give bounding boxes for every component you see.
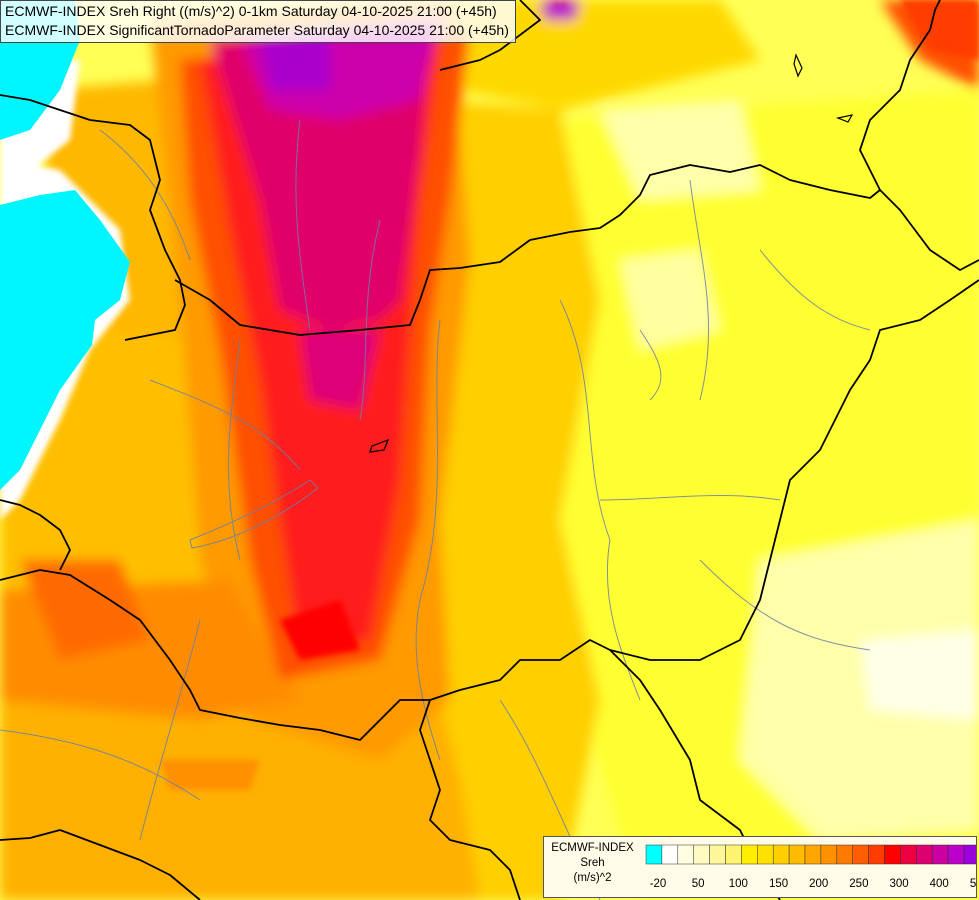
legend-tick-label: 100 <box>729 878 748 890</box>
legend-tick-label: 200 <box>809 878 828 890</box>
cyan-area-west <box>0 190 130 490</box>
legend-tick-label: 150 <box>769 878 788 890</box>
legend-colorbar: -2050100150200250300400500700 <box>645 844 976 890</box>
legend-swatch-3 <box>693 844 710 865</box>
legend-swatch-16 <box>900 844 917 865</box>
legend-swatch-19 <box>947 844 965 865</box>
legend-swatch-0 <box>645 844 663 865</box>
legend-swatch-12 <box>836 844 853 865</box>
legend-swatch-14 <box>868 844 885 865</box>
legend-swatch-13 <box>852 844 869 865</box>
map-title-stp: ECMWF-INDEX SignificantTornadoParameter … <box>5 22 509 38</box>
legend-swatch-5 <box>725 844 742 865</box>
legend-swatch-8 <box>772 844 790 865</box>
legend-swatch-10 <box>804 844 822 865</box>
map-title-box: ECMWF-INDEX Sreh Right ((m/s)^2) 0-1km S… <box>0 0 516 43</box>
legend-swatch-18 <box>931 844 949 865</box>
legend-swatch-2 <box>677 844 694 865</box>
legend-tick-label: 300 <box>889 878 908 890</box>
legend-swatch-15 <box>884 844 901 865</box>
legend-swatch-9 <box>788 844 806 865</box>
legend-tick-label: 50 <box>692 878 705 890</box>
legend-swatch-20 <box>963 844 976 865</box>
legend-swatch-4 <box>709 844 726 865</box>
legend-swatch-7 <box>757 844 774 865</box>
legend-swatch-17 <box>916 844 933 865</box>
legend-tick-label: -20 <box>650 878 667 890</box>
legend-label: ECMWF-INDEX Sreh (m/s)^2 <box>544 841 641 886</box>
legend-unit: (m/s)^2 <box>573 872 612 884</box>
legend-swatch-6 <box>741 844 758 865</box>
legend-tick-label: 400 <box>930 878 949 890</box>
lakes <box>369 53 854 453</box>
sreh-detail <box>160 0 979 790</box>
region-lines <box>0 119 871 900</box>
legend-swatch-11 <box>820 844 838 865</box>
map-title-sreh: ECMWF-INDEX Sreh Right ((m/s)^2) 0-1km S… <box>5 3 497 19</box>
color-legend: ECMWF-INDEX Sreh (m/s)^2 -20 50 100 150 200 2… <box>543 836 977 898</box>
legend-swatch-1 <box>661 844 679 865</box>
legend-model: ECMWF-INDEX <box>551 842 634 854</box>
legend-parameter: Sreh <box>580 857 605 869</box>
legend-tick-label: 250 <box>849 878 868 890</box>
legend-tick-label: 500 <box>970 878 976 890</box>
